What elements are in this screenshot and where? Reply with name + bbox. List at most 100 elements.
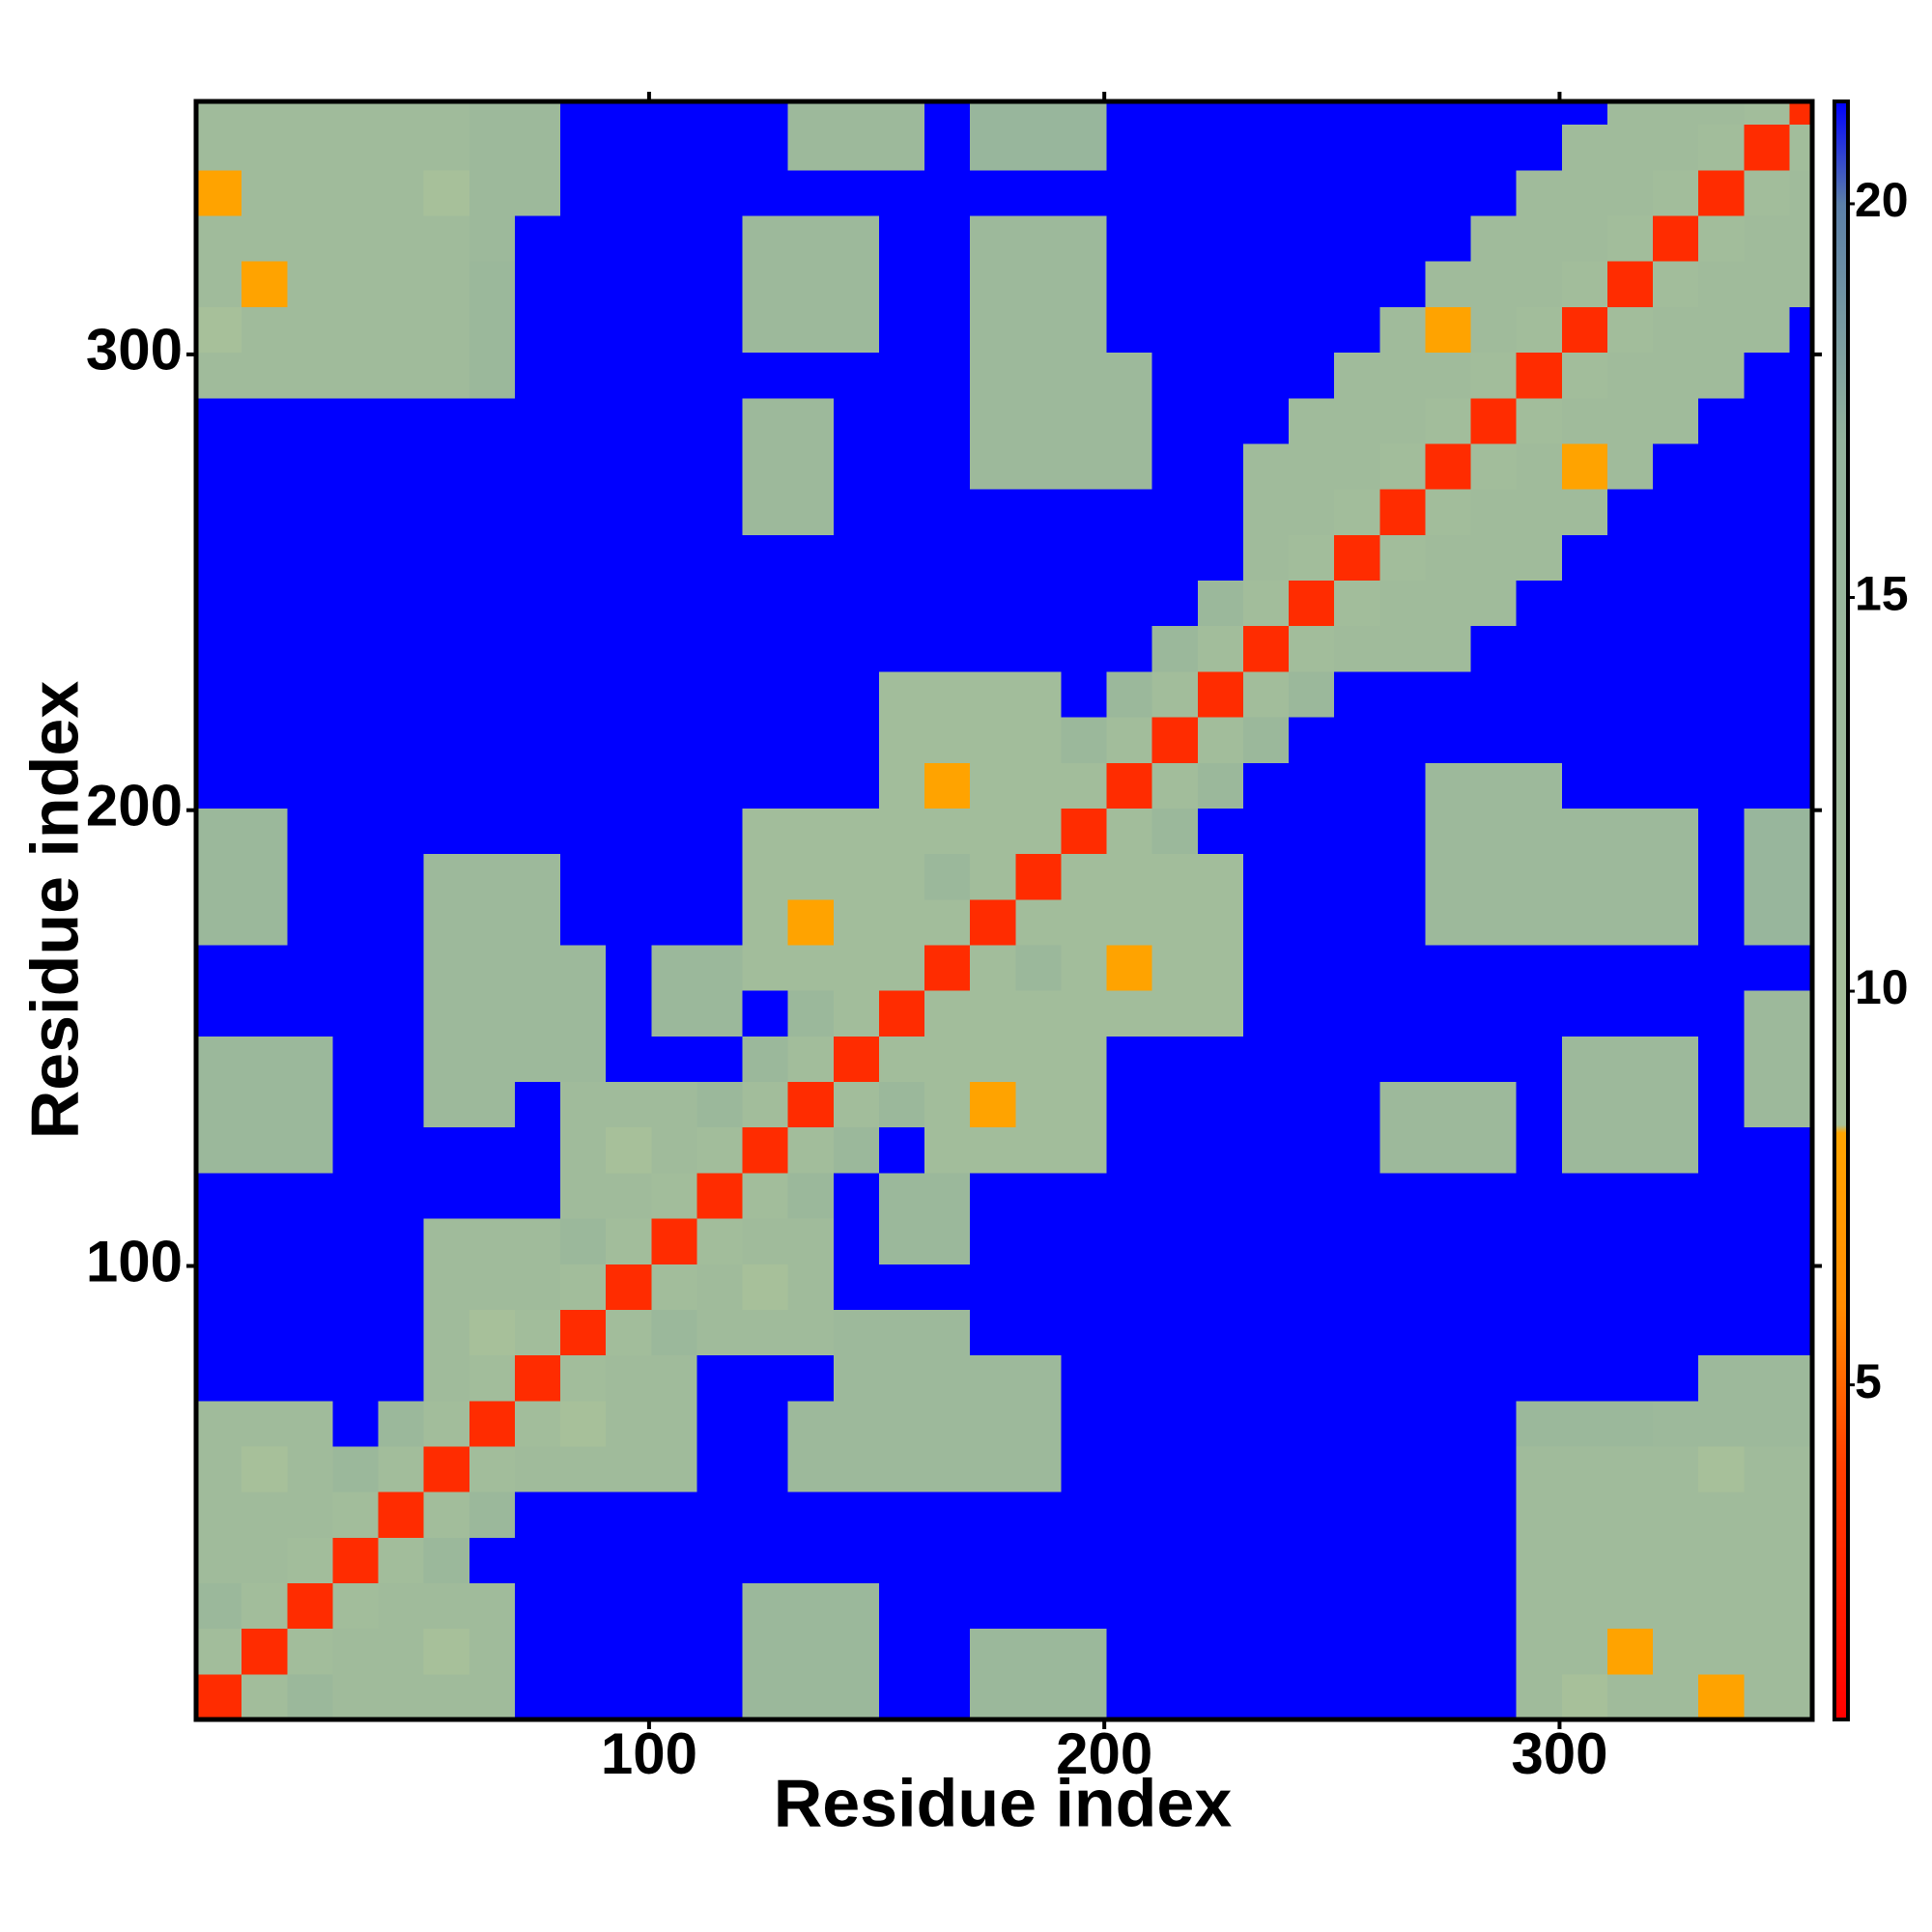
heatmap-cell	[1561, 214, 1608, 262]
heatmap-cell	[787, 1126, 835, 1174]
heatmap-cell	[1425, 397, 1472, 444]
heatmap-cell	[787, 397, 835, 444]
heatmap-cell	[606, 1673, 652, 1719]
heatmap-cell	[1151, 716, 1199, 763]
heatmap-cell	[1334, 1537, 1380, 1584]
heatmap-cell	[514, 214, 561, 262]
heatmap-cell	[242, 214, 288, 262]
heatmap-cell	[742, 1354, 789, 1402]
heatmap-cell	[469, 124, 516, 171]
heatmap-cell	[423, 534, 470, 582]
heatmap-cell	[1789, 1582, 1812, 1630]
heatmap-cell	[651, 1217, 697, 1264]
heatmap-cell	[242, 990, 288, 1037]
heatmap-cell	[742, 169, 789, 216]
heatmap-cell	[924, 306, 971, 354]
heatmap-cell	[1015, 261, 1063, 307]
heatmap-cell	[742, 1217, 789, 1264]
heatmap-cell	[787, 1582, 835, 1630]
heatmap-cell	[606, 1081, 652, 1128]
heatmap-cell	[1197, 762, 1244, 809]
heatmap-cell	[878, 762, 925, 809]
heatmap-cell	[332, 1217, 380, 1264]
heatmap-cell	[833, 489, 880, 535]
heatmap-cell	[332, 1264, 380, 1310]
heatmap-cell	[1289, 261, 1335, 307]
heatmap-cell	[1698, 716, 1745, 763]
heatmap-cell	[1516, 1445, 1563, 1492]
heatmap-cell	[878, 1354, 925, 1402]
heatmap-cell	[1061, 990, 1108, 1037]
heatmap-cell	[1606, 214, 1654, 262]
heatmap-cell	[833, 990, 880, 1037]
heatmap-cell	[1653, 762, 1699, 809]
heatmap-cell	[696, 1537, 744, 1584]
heatmap-cell	[1334, 534, 1380, 582]
heatmap-cell	[1015, 1400, 1063, 1447]
heatmap-cell	[1744, 214, 1791, 262]
heatmap-cell	[423, 1673, 470, 1719]
heatmap-cell	[196, 1492, 242, 1538]
plot-frame	[193, 99, 1815, 1722]
heatmap-cell	[514, 124, 561, 171]
heatmap-cell	[833, 670, 880, 718]
heatmap-cell	[1425, 808, 1472, 855]
heatmap-cell	[1516, 397, 1563, 444]
heatmap-cell	[423, 1309, 470, 1356]
heatmap-cell	[332, 214, 380, 262]
heatmap-cell	[1744, 261, 1791, 307]
heatmap-cell	[970, 808, 1016, 855]
heatmap-cell	[242, 1492, 288, 1538]
heatmap-cell	[514, 1036, 561, 1083]
heatmap-cell	[878, 670, 925, 718]
heatmap-cell	[378, 670, 425, 718]
heatmap-cell	[1242, 853, 1290, 900]
heatmap-cell	[378, 1217, 425, 1264]
heatmap-cell	[1106, 1036, 1153, 1083]
heatmap-cell	[560, 1354, 607, 1402]
heatmap-cell	[1653, 716, 1699, 763]
heatmap-cell	[787, 261, 835, 307]
heatmap-cell	[196, 1537, 242, 1584]
heatmap-cell	[924, 1673, 971, 1719]
heatmap-cell	[1334, 990, 1380, 1037]
heatmap-cell	[924, 898, 971, 946]
heatmap-cell	[1470, 261, 1518, 307]
heatmap-cell	[1744, 1537, 1791, 1584]
heatmap-cell	[1334, 670, 1380, 718]
heatmap-cell	[606, 944, 652, 991]
heatmap-cell	[651, 1492, 697, 1538]
heatmap-cell	[742, 214, 789, 262]
heatmap-cell	[560, 101, 607, 126]
heatmap-cell	[1789, 716, 1812, 763]
heatmap-cell	[1379, 1309, 1427, 1356]
heatmap-cell	[1061, 1309, 1108, 1356]
heatmap-cell	[1015, 898, 1063, 946]
heatmap-cell	[332, 1537, 380, 1584]
heatmap-cell	[651, 534, 697, 582]
heatmap-cell	[469, 352, 516, 399]
heatmap-cell	[1698, 808, 1745, 855]
heatmap-cell	[1106, 214, 1153, 262]
heatmap-cell	[1561, 762, 1608, 809]
heatmap-cell	[242, 1400, 288, 1447]
heatmap-cell	[1744, 808, 1791, 855]
heatmap-cell	[560, 716, 607, 763]
heatmap-cell	[1061, 214, 1108, 262]
heatmap-cell	[1789, 534, 1812, 582]
heatmap-cell	[878, 625, 925, 672]
heatmap-cell	[1151, 625, 1199, 672]
heatmap-cell	[1151, 670, 1199, 718]
heatmap-cell	[1698, 1264, 1745, 1310]
heatmap-cell	[332, 169, 380, 216]
heatmap-cell	[1061, 442, 1108, 490]
heatmap-cell	[560, 1628, 607, 1675]
heatmap-cell	[787, 1264, 835, 1310]
heatmap-cell	[1516, 534, 1563, 582]
heatmap-cell	[332, 1309, 380, 1356]
heatmap-cell	[378, 1354, 425, 1402]
heatmap-cell	[332, 306, 380, 354]
heatmap-cell	[378, 489, 425, 535]
heatmap-cell	[1106, 1492, 1153, 1538]
heatmap-cell	[1744, 442, 1791, 490]
